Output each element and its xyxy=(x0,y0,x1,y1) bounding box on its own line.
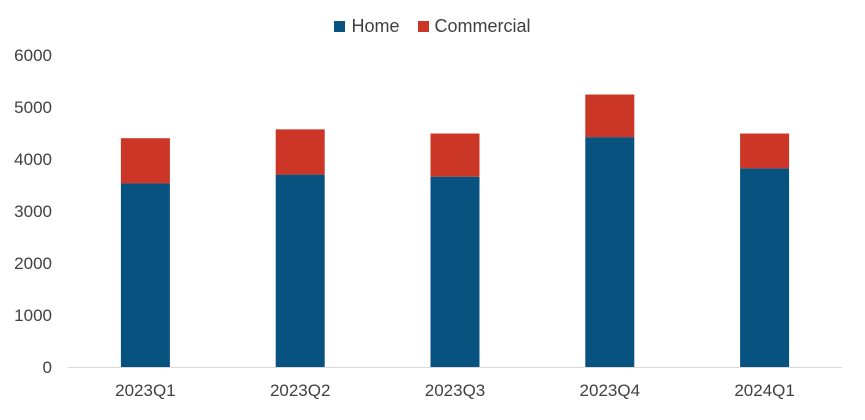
legend-label-home: Home xyxy=(351,16,400,36)
x-tick-label: 2023Q2 xyxy=(270,381,331,400)
y-tick-label: 2000 xyxy=(14,254,52,273)
bar-commercial-2023q4 xyxy=(585,94,635,138)
y-tick-label: 5000 xyxy=(14,98,52,117)
legend: Home Commercial xyxy=(0,16,865,37)
x-tick-label: 2023Q1 xyxy=(115,381,176,400)
bar-home-2023q1 xyxy=(120,183,170,367)
legend-item-commercial: Commercial xyxy=(417,16,531,37)
y-tick-label: 3000 xyxy=(14,202,52,221)
bar-home-2023q3 xyxy=(430,176,480,367)
y-tick-label: 1000 xyxy=(14,306,52,325)
legend-swatch-home xyxy=(334,21,346,32)
legend-swatch-commercial xyxy=(417,21,429,32)
x-tick-label: 2024Q1 xyxy=(734,381,795,400)
bar-commercial-2023q3 xyxy=(430,133,480,177)
y-tick-label: 0 xyxy=(43,358,52,377)
legend-item-home: Home xyxy=(334,16,400,37)
y-tick-label: 4000 xyxy=(14,150,52,169)
x-tick-label: 2023Q3 xyxy=(425,381,486,400)
bar-home-2023q4 xyxy=(585,137,635,367)
bar-commercial-2024q1 xyxy=(740,133,790,169)
x-tick-label: 2023Q4 xyxy=(580,381,641,400)
y-tick-label: 6000 xyxy=(14,46,52,65)
bar-home-2024q1 xyxy=(740,168,790,367)
bar-home-2023q2 xyxy=(275,174,325,367)
bar-commercial-2023q2 xyxy=(275,129,325,175)
bar-commercial-2023q1 xyxy=(120,138,170,184)
legend-label-commercial: Commercial xyxy=(434,16,531,36)
